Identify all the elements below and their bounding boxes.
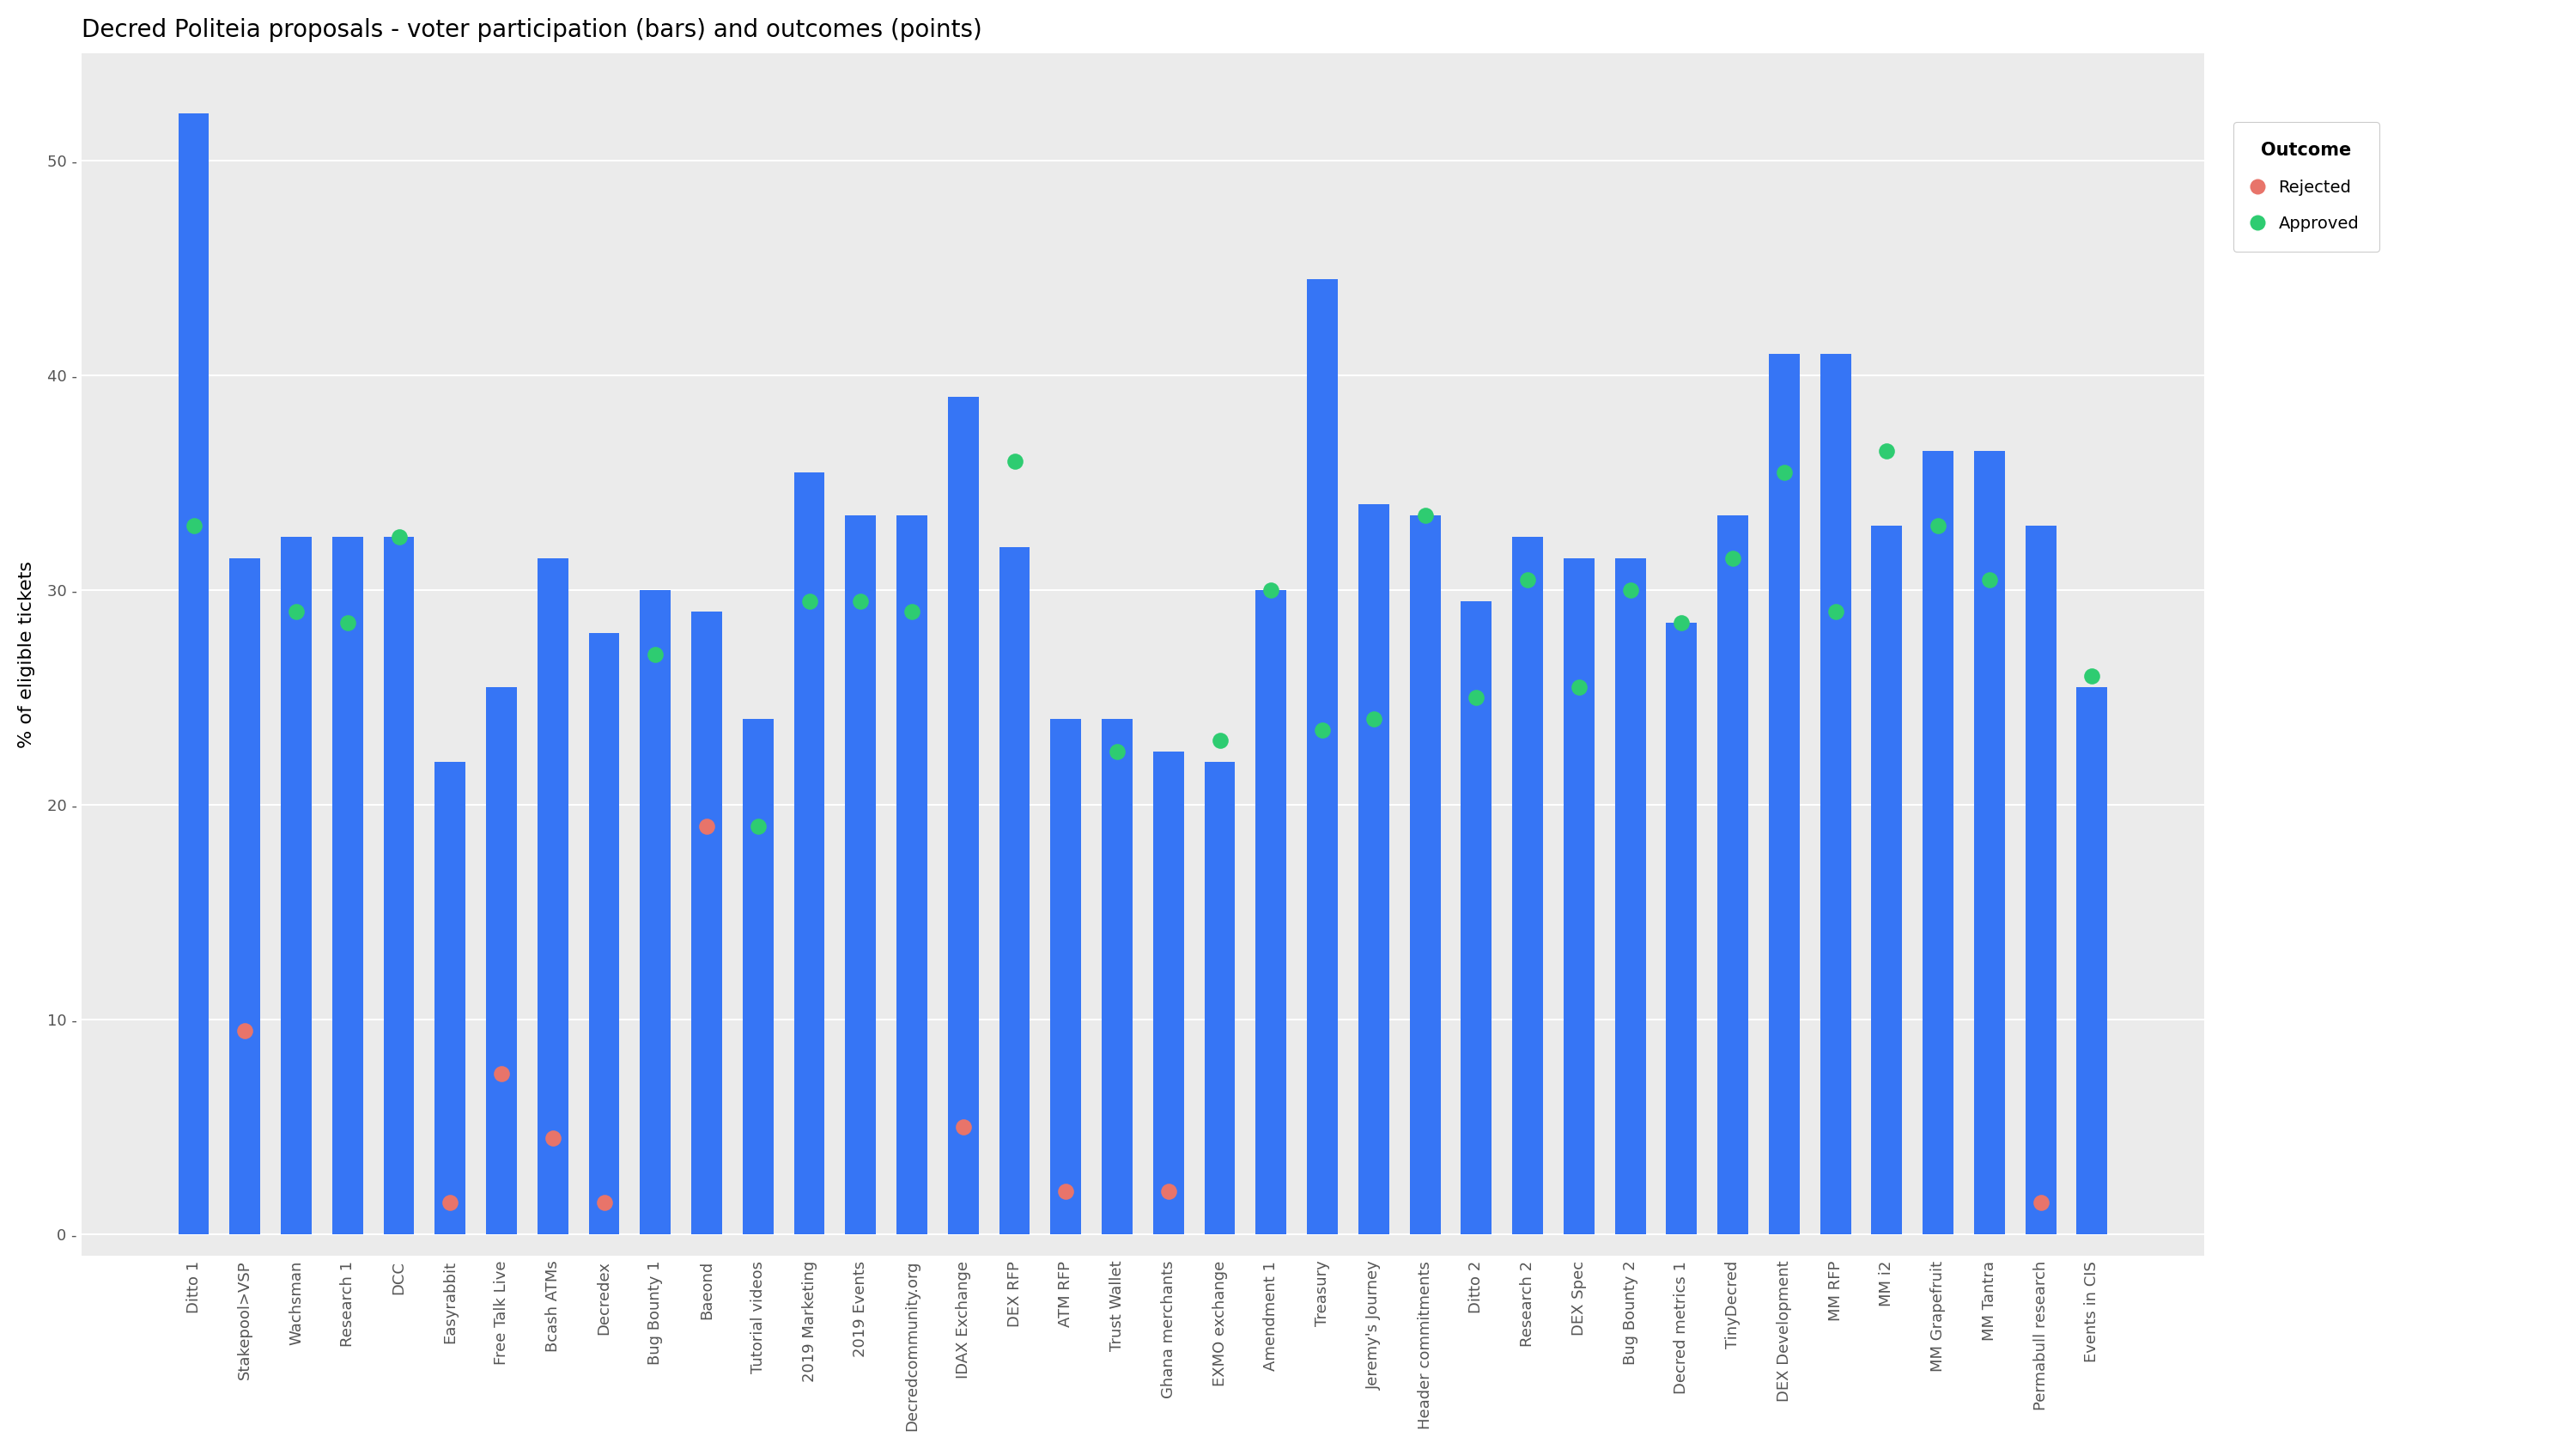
Point — [327, 611, 368, 635]
Point — [1097, 739, 1139, 762]
Point — [840, 590, 881, 613]
Point — [276, 600, 317, 623]
Point — [634, 643, 675, 667]
Legend: Rejected, Approved: Rejected, Approved — [2233, 122, 2380, 252]
Point — [1968, 568, 2009, 591]
Point — [1917, 514, 1958, 538]
Bar — [1154, 751, 1185, 1235]
Point — [379, 525, 420, 548]
Point — [1046, 1179, 1087, 1203]
Point — [788, 590, 829, 613]
Point — [1149, 1179, 1190, 1203]
Bar — [1922, 451, 1953, 1235]
Point — [585, 1191, 626, 1214]
Bar — [742, 719, 773, 1235]
Bar — [229, 558, 260, 1235]
Point — [1765, 461, 1806, 484]
Point — [1558, 675, 1600, 698]
Bar — [2025, 526, 2056, 1235]
Point — [1865, 439, 1906, 462]
Point — [430, 1191, 471, 1214]
Point — [1301, 719, 1342, 742]
Bar — [690, 611, 721, 1235]
Point — [943, 1116, 984, 1139]
Bar — [1973, 451, 2004, 1235]
Point — [2020, 1191, 2061, 1214]
Bar — [896, 514, 927, 1235]
Point — [685, 814, 726, 838]
Bar — [1206, 762, 1234, 1235]
Bar — [1821, 354, 1852, 1235]
Bar — [590, 633, 618, 1235]
Bar — [845, 514, 876, 1235]
Bar — [1255, 590, 1285, 1235]
Point — [533, 1126, 574, 1149]
Bar — [1306, 278, 1337, 1235]
Point — [737, 814, 778, 838]
Bar — [1615, 558, 1646, 1235]
Point — [173, 514, 214, 538]
Point — [1455, 685, 1497, 709]
Bar — [487, 687, 518, 1235]
Bar — [1770, 354, 1801, 1235]
Bar — [1409, 514, 1440, 1235]
Bar — [1358, 504, 1388, 1235]
Bar — [1461, 601, 1492, 1235]
Bar — [178, 113, 209, 1235]
Point — [1713, 546, 1754, 569]
Point — [1610, 578, 1651, 601]
Bar — [1512, 536, 1543, 1235]
Point — [1249, 578, 1291, 601]
Bar — [281, 536, 312, 1235]
Point — [1352, 707, 1394, 730]
Bar — [1718, 514, 1749, 1235]
Bar — [384, 536, 415, 1235]
Point — [1200, 729, 1242, 752]
Bar — [1667, 623, 1698, 1235]
Bar — [1103, 719, 1133, 1235]
Bar — [1870, 526, 1901, 1235]
Point — [1662, 611, 1703, 635]
Bar — [435, 762, 466, 1235]
Point — [482, 1062, 523, 1085]
Bar — [793, 472, 824, 1235]
Bar — [999, 548, 1030, 1235]
Point — [1507, 568, 1548, 591]
Point — [1404, 503, 1445, 526]
Bar — [1564, 558, 1595, 1235]
Point — [1816, 600, 1857, 623]
Bar — [1051, 719, 1082, 1235]
Text: Decred Politeia proposals - voter participation (bars) and outcomes (points): Decred Politeia proposals - voter partic… — [82, 17, 981, 42]
Point — [994, 449, 1036, 472]
Bar — [332, 536, 363, 1235]
Bar — [948, 397, 979, 1235]
Bar — [639, 590, 670, 1235]
Point — [891, 600, 933, 623]
Bar — [2076, 687, 2107, 1235]
Point — [2071, 665, 2112, 688]
Y-axis label: % of eligible tickets: % of eligible tickets — [18, 561, 36, 748]
Point — [224, 1019, 265, 1042]
Bar — [538, 558, 569, 1235]
